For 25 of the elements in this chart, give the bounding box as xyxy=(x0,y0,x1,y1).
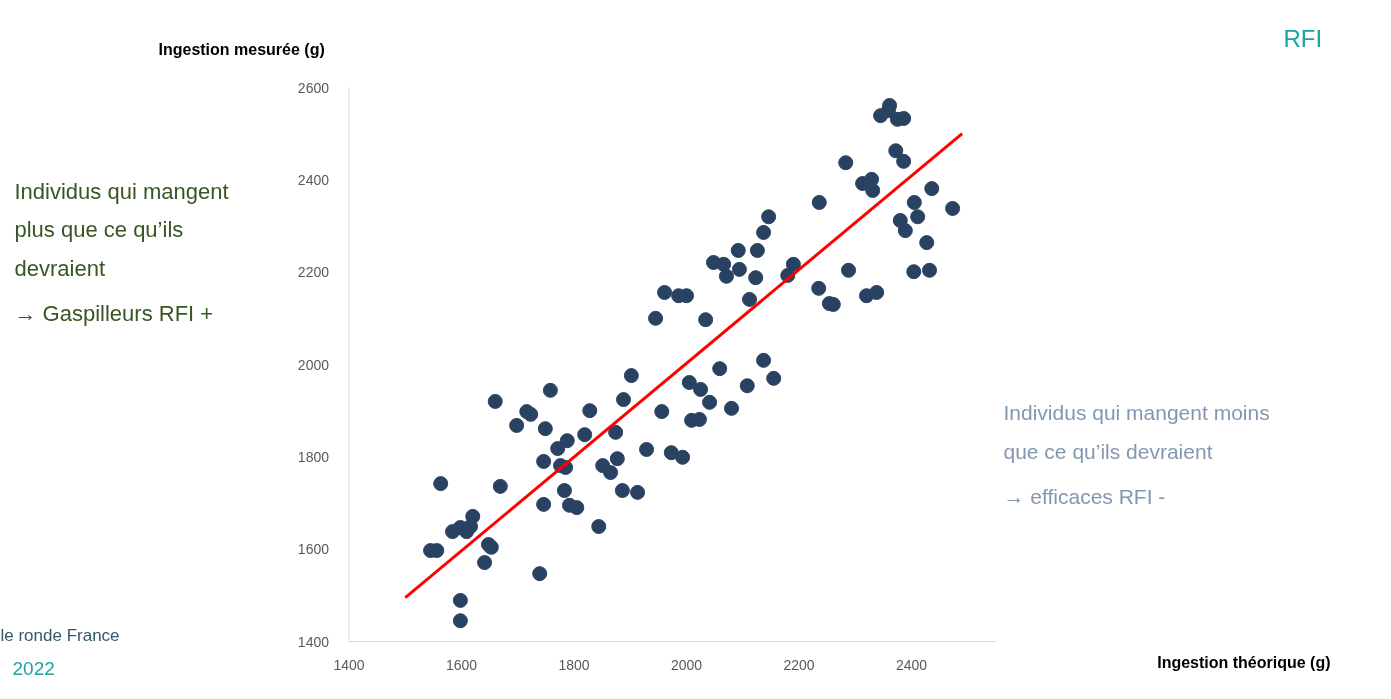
y-tick-label: 2200 xyxy=(297,264,330,281)
y-tick-label: 1800 xyxy=(297,448,330,465)
x-tick-label: 2000 xyxy=(670,656,703,673)
text: → Gaspilleurs RFI + xyxy=(14,301,214,326)
text: que ce qu’ils devraient xyxy=(1003,440,1213,463)
y-tick-label: 1600 xyxy=(297,541,330,558)
text: le ronde France xyxy=(0,626,120,645)
y-tick-label: 2000 xyxy=(297,356,330,373)
text: 2022 xyxy=(12,658,55,679)
x-tick-label: 1800 xyxy=(558,656,590,673)
text: → efficaces RFI - xyxy=(1003,485,1166,508)
x-tick-label: 2400 xyxy=(895,656,928,673)
y-axis-title: Ingestion mesurée (g) xyxy=(158,41,325,58)
y-tick-label: 1400 xyxy=(297,633,330,650)
x-tick-label: 1400 xyxy=(333,656,365,673)
x-tick-label: 2200 xyxy=(783,656,815,673)
text: Individus qui mangent moins xyxy=(1003,401,1270,424)
text: plus que ce qu’ils xyxy=(14,217,184,242)
y-tick-label: 2400 xyxy=(297,171,330,188)
text: devraient xyxy=(14,256,106,281)
text: RFI xyxy=(1283,25,1323,52)
text: Individus qui mangent xyxy=(14,179,229,204)
x-tick-label: 1600 xyxy=(445,656,478,673)
text: Ingestion théorique (g) xyxy=(1157,654,1331,671)
y-tick-label: 2600 xyxy=(297,79,330,96)
